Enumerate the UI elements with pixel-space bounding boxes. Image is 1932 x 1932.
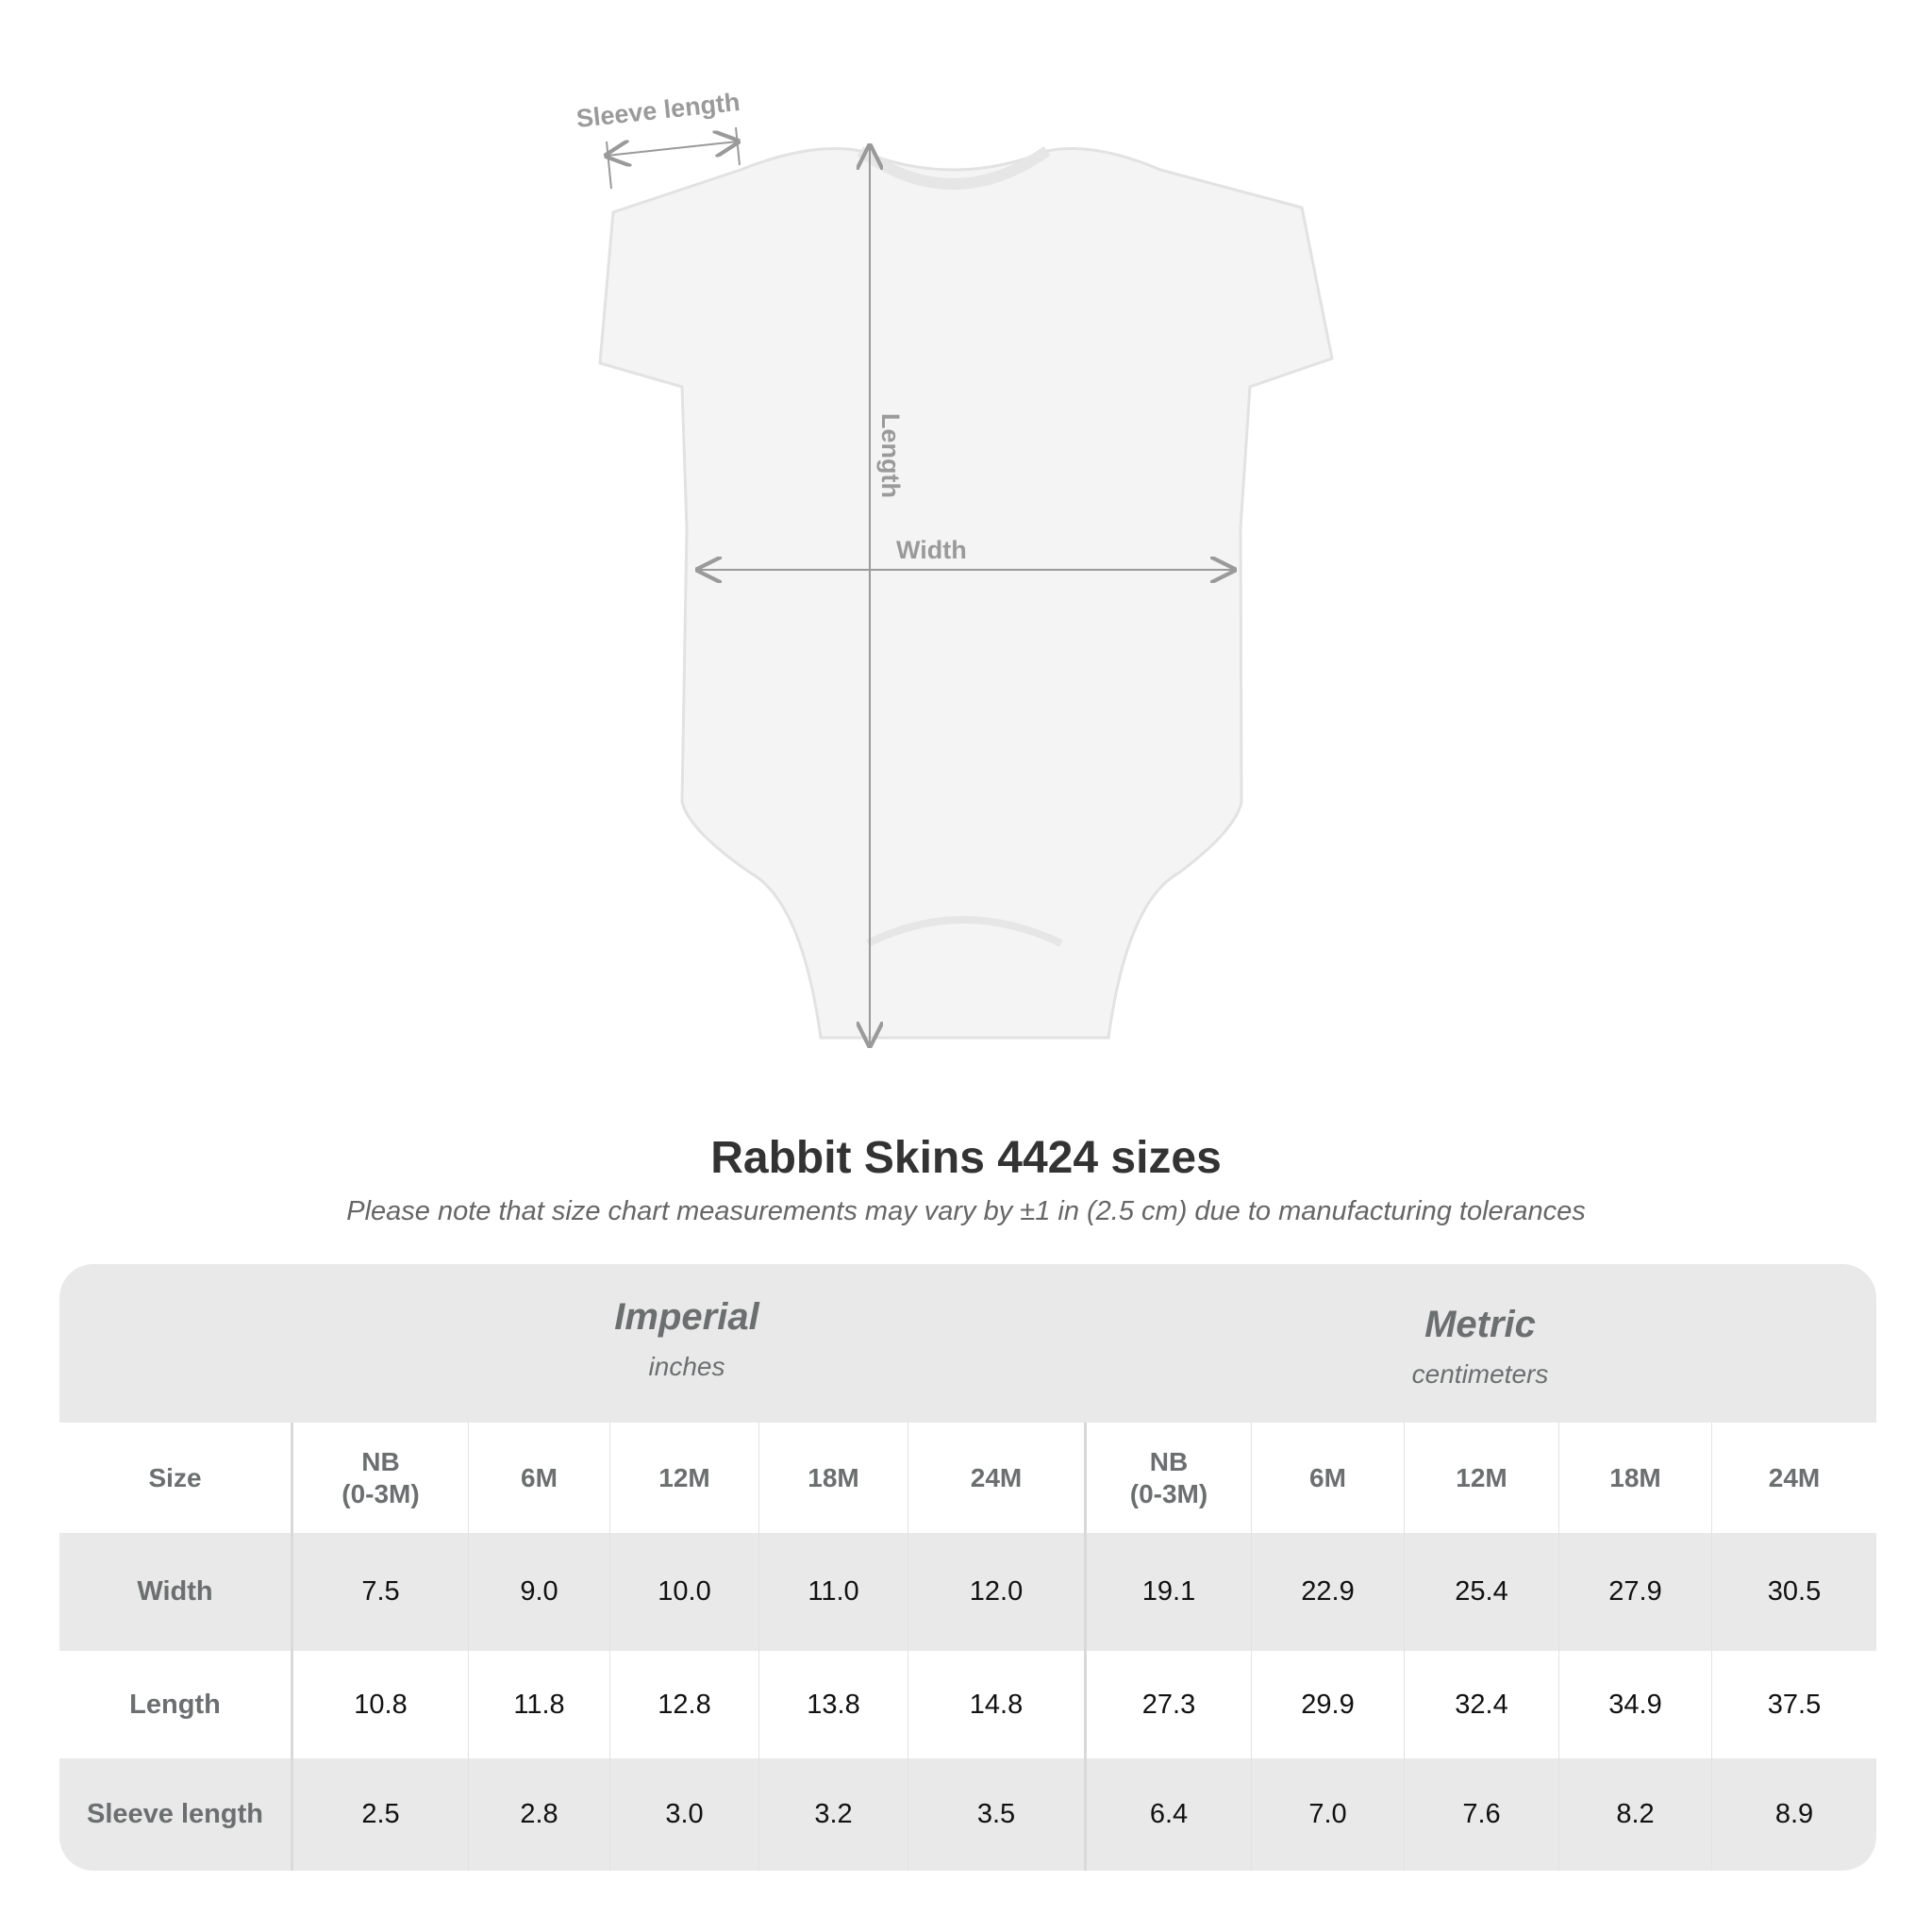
row-label: Sleeve length	[87, 1799, 263, 1829]
metric-value: 27.9	[1558, 1533, 1711, 1651]
row-label: Length	[129, 1689, 221, 1720]
metric-value: 6.4	[1084, 1758, 1251, 1871]
size-header-imperial: 6M	[468, 1423, 609, 1533]
size-header-imperial: NB (0-3M)	[291, 1423, 468, 1533]
metric-value: 22.9	[1251, 1533, 1404, 1651]
metric-header: Metric centimeters	[1084, 1304, 1876, 1390]
imperial-value: 3.2	[758, 1758, 908, 1871]
size-header-metric: 24M	[1711, 1423, 1876, 1533]
onesie-body	[598, 147, 1334, 1040]
imperial-value: 7.5	[291, 1533, 468, 1651]
length-label: Length	[876, 413, 905, 498]
metric-value: 37.5	[1711, 1651, 1876, 1758]
size-header-metric: NB (0-3M)	[1084, 1423, 1251, 1533]
metric-value: 8.9	[1711, 1758, 1876, 1871]
imperial-value: 2.5	[291, 1758, 468, 1871]
row-label: Width	[137, 1576, 213, 1607]
metric-value: 8.2	[1558, 1758, 1711, 1871]
imperial-header: Imperial inches	[291, 1296, 1083, 1382]
size-header-metric: 18M	[1558, 1423, 1711, 1533]
imperial-value: 13.8	[758, 1651, 908, 1758]
imperial-value: 3.5	[908, 1758, 1084, 1871]
metric-value: 27.3	[1084, 1651, 1251, 1758]
imperial-value: 14.8	[908, 1651, 1084, 1758]
size-header-imperial: 24M	[908, 1423, 1084, 1533]
size-header-imperial: 12M	[609, 1423, 758, 1533]
tolerance-note: Please note that size chart measurements…	[346, 1196, 1586, 1226]
imperial-value: 12.8	[609, 1651, 758, 1758]
metric-title: Metric	[1424, 1304, 1536, 1345]
size-chart-title: Rabbit Skins 4424 sizes	[710, 1133, 1222, 1183]
size-header-row: Size NB (0-3M) 6M 12M 18M 24M NB (0-3M) 6M 12M 18…	[59, 1423, 1876, 1533]
imperial-value: 2.8	[468, 1758, 609, 1871]
imperial-value: 11.0	[758, 1533, 908, 1651]
metric-value: 25.4	[1404, 1533, 1558, 1651]
table-row: Width 7.5 9.0 10.0 11.0 12.0 19.1 22.9 25.4 27.9 3…	[59, 1533, 1876, 1651]
size-header-metric: 6M	[1251, 1423, 1404, 1533]
metric-value: 19.1	[1084, 1533, 1251, 1651]
size-table: Imperial inches Metric centimeters Size N…	[59, 1264, 1876, 1871]
metric-value: 30.5	[1711, 1533, 1876, 1651]
metric-value: 29.9	[1251, 1651, 1404, 1758]
imperial-title: Imperial	[614, 1296, 759, 1338]
imperial-value: 9.0	[468, 1533, 609, 1651]
imperial-value: 3.0	[609, 1758, 758, 1871]
metric-value: 32.4	[1404, 1651, 1558, 1758]
metric-value: 7.0	[1251, 1758, 1404, 1871]
sleeve-length-label: Sleeve length	[575, 88, 741, 133]
metric-unit: centimeters	[1411, 1359, 1549, 1389]
unit-system-header: Imperial inches Metric centimeters	[59, 1264, 1876, 1423]
metric-value: 34.9	[1558, 1651, 1711, 1758]
table-row: Length 10.8 11.8 12.8 13.8 14.8 27.3 29.9 32.4 34…	[59, 1651, 1876, 1758]
imperial-value: 11.8	[468, 1651, 609, 1758]
imperial-value: 12.0	[908, 1533, 1084, 1651]
imperial-value: 10.0	[609, 1533, 758, 1651]
metric-value: 7.6	[1404, 1758, 1558, 1871]
imperial-unit: inches	[648, 1352, 725, 1381]
size-label: Size	[148, 1462, 202, 1492]
size-header-imperial: 18M	[758, 1423, 908, 1533]
imperial-value: 10.8	[291, 1651, 468, 1758]
table-row: Sleeve length 2.5 2.8 3.0 3.2 3.5 6.4 7.0 7.6 8.2…	[59, 1758, 1876, 1871]
size-header-metric: 12M	[1404, 1423, 1558, 1533]
width-label: Width	[896, 536, 967, 564]
onesie-diagram: Sleeve length Length Width	[575, 88, 1334, 1085]
